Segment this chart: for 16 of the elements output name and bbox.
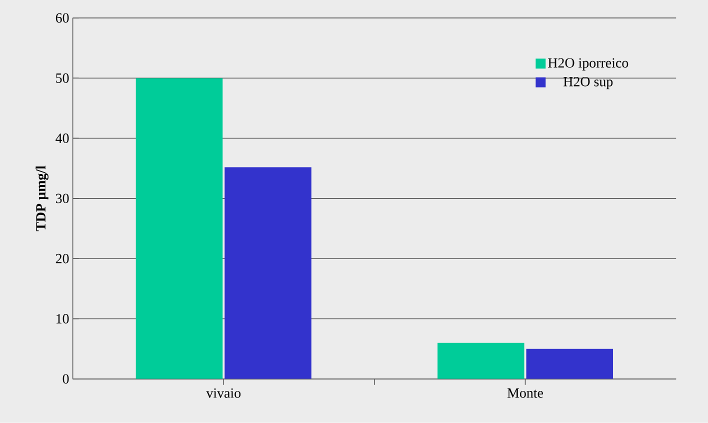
x-tick-label: Monte: [507, 388, 543, 398]
bar: [224, 167, 312, 380]
legend-label: H2O iporreico: [548, 58, 628, 71]
y-tick-label: 10: [56, 314, 69, 324]
y-axis-title: TDP µmg/l: [36, 166, 48, 232]
y-tick-label: 30: [56, 194, 69, 204]
y-tick-label: 50: [56, 73, 69, 83]
x-tick-label: vivaio: [206, 388, 241, 398]
bar: [136, 78, 223, 380]
bar: [526, 348, 614, 380]
bar: [438, 342, 524, 380]
y-tick-label: 60: [56, 13, 69, 23]
y-tick-label: 0: [62, 374, 69, 384]
y-tick-label: 40: [56, 134, 69, 144]
y-tick-label: 20: [56, 254, 69, 264]
legend-label: H2O sup: [564, 77, 613, 90]
